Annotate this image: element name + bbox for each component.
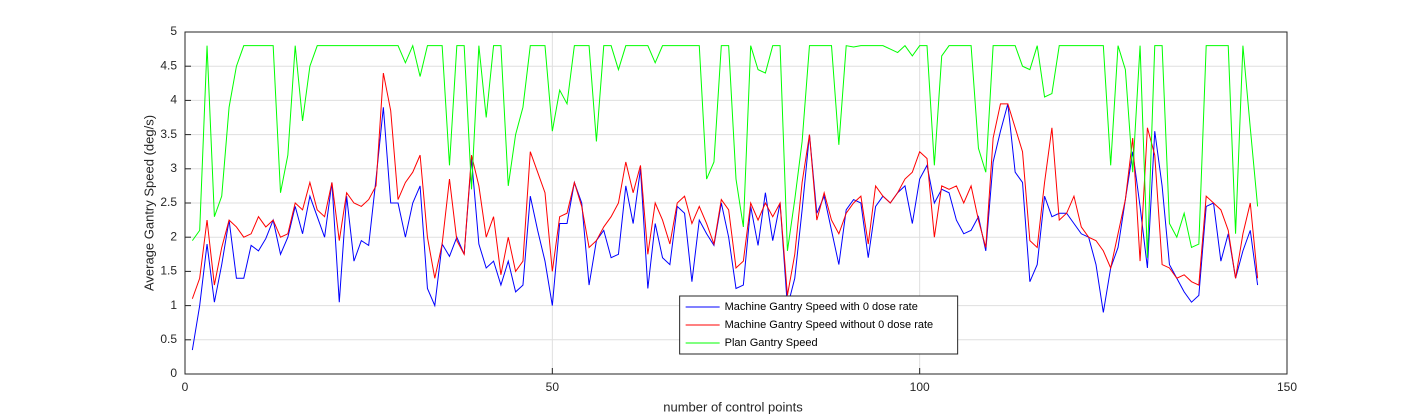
- y-tick-label: 2.5: [160, 195, 177, 209]
- x-tick-label: 0: [182, 380, 189, 394]
- x-tick-label: 100: [910, 380, 930, 394]
- series-line: [191, 103, 1259, 351]
- y-tick-label: 3.5: [160, 127, 177, 141]
- y-tick-label: 1.5: [160, 264, 177, 278]
- x-tick-label: 150: [1277, 380, 1297, 394]
- x-tick-label: 50: [546, 380, 560, 394]
- y-tick-label: 5: [170, 24, 177, 38]
- legend-label: Plan Gantry Speed: [725, 337, 818, 349]
- y-tick-label: 1: [170, 298, 177, 312]
- series-line: [191, 44, 1259, 258]
- legend: Machine Gantry Speed with 0 dose rate Mac…: [679, 295, 959, 355]
- plot-frame: [184, 31, 1288, 375]
- y-tick-label: 4: [170, 93, 177, 107]
- series-line: [191, 72, 1259, 299]
- legend-label: Machine Gantry Speed with 0 dose rate: [725, 301, 918, 313]
- y-tick-label: 2: [170, 229, 177, 243]
- legend-box: [679, 295, 959, 355]
- y-tick-label: 0: [170, 366, 177, 380]
- y-tick-label: 0.5: [160, 332, 177, 346]
- y-tick-label: 3: [170, 161, 177, 175]
- y-axis-label: Average Gantry Speed (deg/s): [141, 115, 156, 291]
- x-axis-label: number of control points: [663, 399, 803, 414]
- y-tick-label: 4.5: [160, 58, 177, 72]
- legend-label: Machine Gantry Speed without 0 dose rate: [725, 319, 934, 331]
